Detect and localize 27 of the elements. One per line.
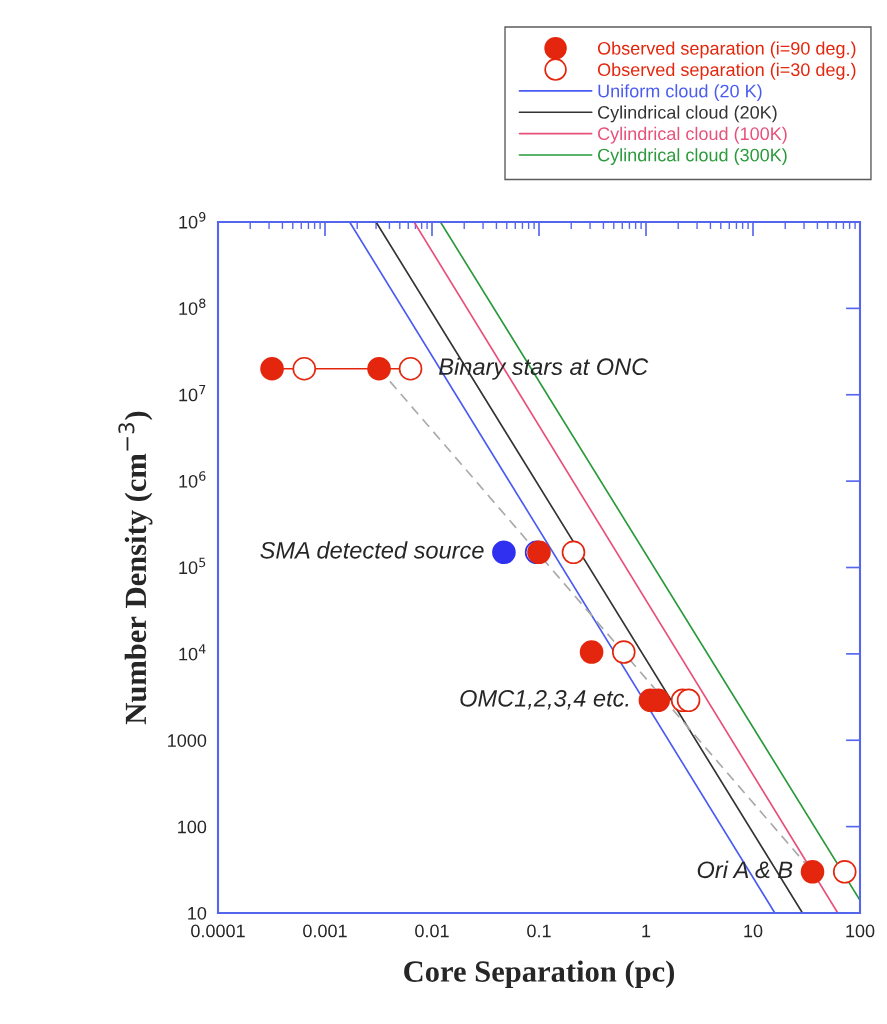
- legend-label: Cylindrical cloud (100K): [598, 126, 787, 144]
- y-tick-label: 10: [188, 906, 207, 920]
- y-tick-label: 10$^{4}$: [179, 644, 206, 661]
- y-tick-label: 10$^{9}$: [179, 212, 206, 229]
- y-tick-label: 1000: [168, 734, 207, 747]
- annotation: OMC1,2,3,4 etc.: [460, 689, 629, 710]
- x-tick-label: 0.001: [303, 924, 347, 938]
- x-tick-label: 1: [642, 924, 651, 938]
- legend-label: Uniform cloud (20 K): [598, 84, 762, 101]
- x-tick-label: 0.0001: [191, 924, 245, 938]
- legend-label: Observed separation (i=30 deg.): [597, 62, 856, 80]
- annotation: Ori A & B: [697, 860, 793, 879]
- y-tick-label: 10$^{7}$: [179, 385, 206, 402]
- x-axis-title: Core Separation (pc): [404, 960, 675, 989]
- legend-label: Cylindrical cloud (20K): [598, 105, 777, 123]
- y-tick-label: 100: [178, 820, 207, 834]
- y-tick-label: 10$^{6}$: [179, 471, 206, 488]
- x-tick-label: 0.01: [415, 924, 449, 938]
- annotation: SMA detected source: [260, 541, 484, 559]
- y-tick-label: 10$^{5}$: [179, 557, 206, 575]
- y-axis-title: Number Density (cm$^{−3}$): [118, 411, 153, 725]
- y-tick-label: 10$^{8}$: [179, 298, 206, 315]
- legend-label: Observed separation (i=90 deg.): [597, 41, 856, 59]
- x-tick-label: 10: [744, 924, 763, 938]
- legend-label: Cylindrical cloud (300K): [598, 148, 787, 166]
- x-tick-label: 100: [846, 924, 875, 938]
- x-tick-label: 0.1: [527, 924, 551, 938]
